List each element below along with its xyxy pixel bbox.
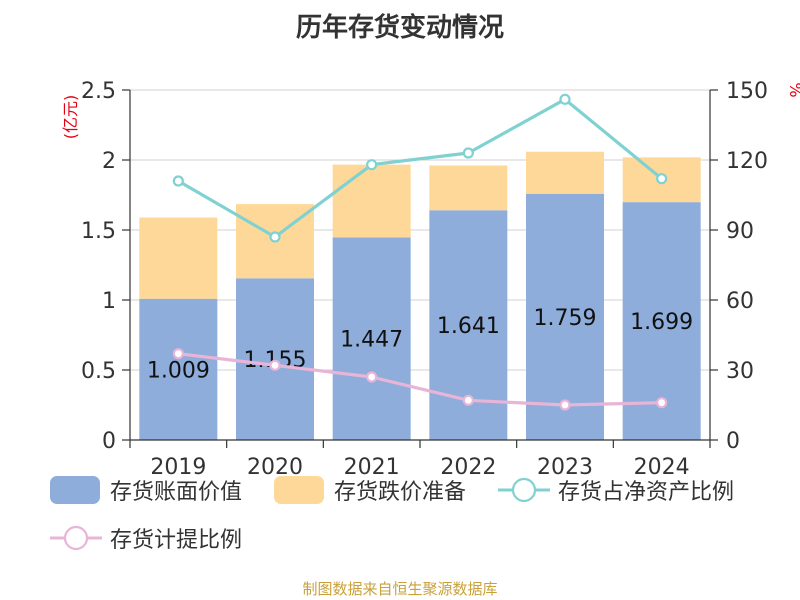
y-right-tick-label: 0 — [726, 429, 740, 454]
net-asset-ratio-point — [656, 173, 668, 185]
legend-marker — [511, 477, 537, 503]
bar-impairment — [332, 164, 411, 238]
net-asset-ratio-point — [559, 93, 571, 105]
legend-swatch — [50, 476, 100, 504]
x-ticks: 2019 2020 2021 2022 2023 2024 — [129, 440, 711, 480]
net-asset-ratio-point — [172, 175, 184, 187]
net-asset-ratio-point — [366, 159, 378, 171]
lines — [172, 93, 668, 411]
provision-ratio-point — [366, 371, 378, 383]
y-left-tick-label: 1 — [102, 289, 116, 314]
y-left-ticks: 0 0.5 1 1.5 2 2.5 — [81, 79, 130, 454]
x-tick-label: 2020 — [247, 455, 303, 480]
line-provision-ratio — [178, 352, 662, 407]
bar-impairment — [429, 165, 508, 211]
legend-label: 存货计提比例 — [110, 528, 242, 553]
provision-ratio-point — [462, 394, 474, 406]
bar-book-value — [236, 278, 314, 440]
provision-ratio-point — [559, 399, 571, 411]
x-tick-label: 2021 — [344, 455, 400, 480]
bar-value-label: 1.009 — [147, 358, 210, 383]
bar-value-label: 1.641 — [437, 314, 500, 339]
chart-title: 历年存货变动情况 — [296, 12, 504, 43]
x-tick-label: 2019 — [150, 455, 206, 480]
x-tick-label: 2022 — [440, 455, 496, 480]
bar-impairment — [139, 217, 218, 299]
bar-value-label: 1.447 — [340, 328, 403, 353]
y-right-tick-label: 90 — [726, 219, 754, 244]
bar-book-value — [526, 193, 604, 440]
y-left-tick-label: 1.5 — [81, 219, 116, 244]
provision-ratio-point — [172, 348, 184, 360]
bar-value-label: 1.699 — [630, 310, 693, 335]
legend-marker — [63, 525, 89, 551]
provision-ratio-point — [656, 397, 668, 409]
line-net-asset-ratio — [177, 97, 663, 239]
y-right-tick-label: 30 — [726, 359, 754, 384]
bar-impairment — [526, 151, 604, 194]
net-asset-ratio-point — [462, 147, 474, 159]
bar-value-label: 1.759 — [534, 306, 597, 331]
y-left-unit: (亿元) — [61, 95, 80, 140]
grid-lines — [130, 89, 710, 371]
bar-book-value — [139, 298, 218, 440]
legend-label: 存货账面价值 — [110, 480, 242, 505]
y-right-tick-label: 60 — [726, 289, 754, 314]
legend-label: 存货占净资产比例 — [558, 480, 734, 505]
y-right-ticks: 0 30 60 90 120 150 — [710, 79, 768, 454]
net-asset-ratio-point — [269, 231, 281, 243]
x-tick-label: 2023 — [537, 455, 593, 480]
bars — [139, 151, 701, 440]
legend-swatch — [274, 476, 324, 504]
y-left-tick-label: 2 — [102, 149, 116, 174]
legend-label: 存货跌价准备 — [334, 480, 466, 505]
y-left-tick-label: 0.5 — [81, 359, 116, 384]
y-right-tick-label: 150 — [726, 79, 768, 104]
y-right-unit: % — [786, 82, 800, 97]
provision-ratio-point — [269, 359, 281, 371]
bar-book-value — [332, 237, 411, 440]
source-note: 制图数据来自恒生聚源数据库 — [302, 580, 497, 598]
x-tick-label: 2024 — [634, 455, 690, 480]
y-left-tick-label: 2.5 — [81, 79, 116, 104]
y-left-tick-label: 0 — [102, 429, 116, 454]
y-right-tick-label: 120 — [726, 149, 768, 174]
